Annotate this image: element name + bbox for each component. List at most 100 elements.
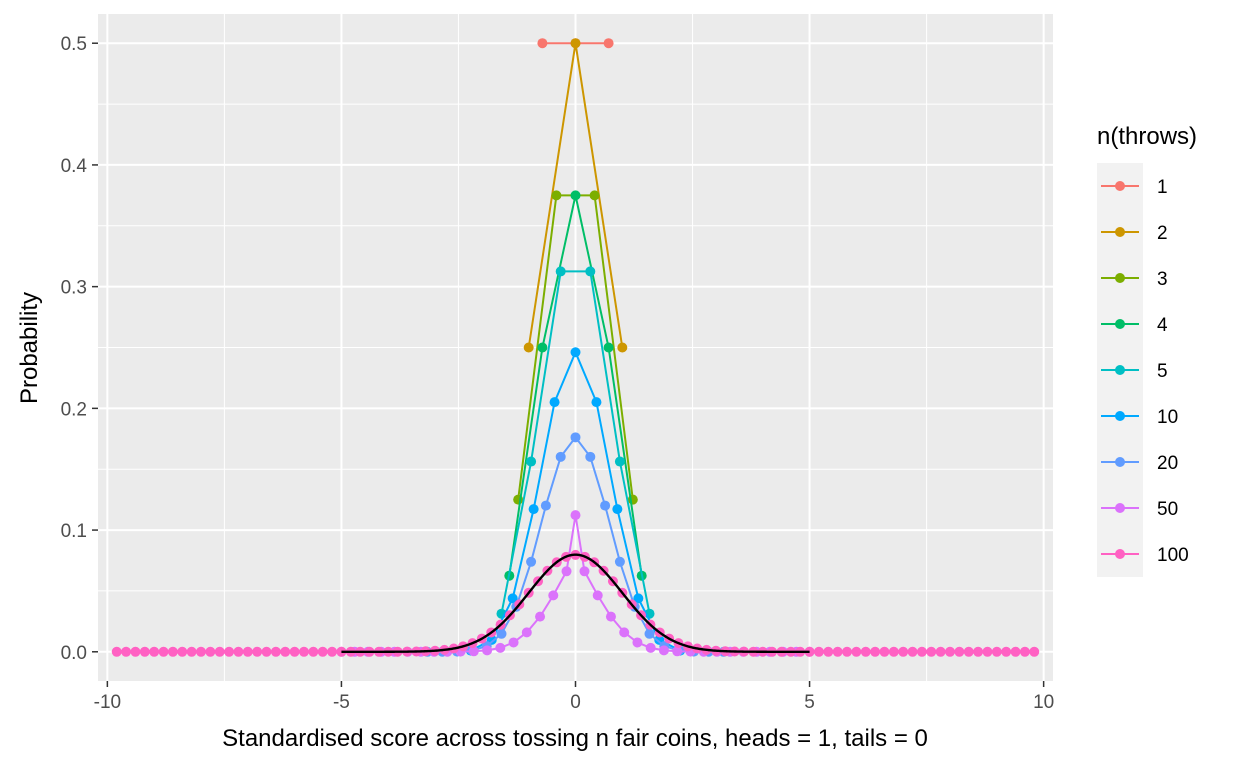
reference-curve-layer — [341, 553, 810, 653]
data-point-100 — [205, 646, 216, 657]
data-point-20 — [600, 500, 611, 511]
data-point-100 — [252, 646, 263, 657]
data-point-100 — [982, 646, 993, 657]
data-point-100 — [261, 646, 272, 657]
data-point-100 — [167, 646, 178, 657]
legend-item-10: 10 — [1101, 407, 1178, 428]
legend-item-3: 3 — [1101, 269, 1168, 290]
data-point-100 — [870, 646, 881, 657]
data-point-20 — [644, 628, 655, 639]
data-point-2 — [523, 342, 534, 353]
data-point-50 — [645, 642, 656, 653]
data-point-100 — [1010, 646, 1021, 657]
data-point-100 — [860, 646, 871, 657]
data-point-100 — [1001, 646, 1012, 657]
data-point-100 — [916, 646, 927, 657]
data-point-10 — [570, 347, 581, 358]
data-point-20 — [570, 432, 581, 443]
legend-item-100: 100 — [1101, 545, 1189, 566]
data-point-4 — [570, 190, 581, 201]
y-tick-label: 0.1 — [61, 521, 87, 542]
legend-key-point — [1115, 411, 1125, 421]
legend-key-point — [1115, 181, 1125, 191]
legend-label: 3 — [1157, 269, 1168, 290]
legend-label: 10 — [1157, 407, 1178, 428]
data-point-100 — [1019, 646, 1030, 657]
data-point-10 — [549, 397, 560, 408]
data-point-100 — [242, 646, 253, 657]
legend-key-point — [1115, 549, 1125, 559]
data-point-100 — [121, 646, 132, 657]
data-point-3 — [551, 190, 562, 201]
data-point-20 — [585, 451, 596, 462]
data-point-100 — [1029, 646, 1040, 657]
data-point-5 — [585, 266, 596, 277]
data-point-100 — [158, 646, 169, 657]
legend-label: 100 — [1157, 545, 1189, 566]
data-point-100 — [298, 646, 309, 657]
legend-item-1: 1 — [1101, 177, 1168, 198]
data-point-50 — [632, 637, 643, 648]
data-point-100 — [813, 646, 824, 657]
data-point-5 — [614, 456, 625, 467]
legend-label: 2 — [1157, 223, 1168, 244]
x-tick-label: 10 — [1033, 692, 1054, 713]
legend-key-point — [1115, 227, 1125, 237]
data-point-20 — [614, 556, 625, 567]
legend-key-point — [1115, 457, 1125, 467]
legend-item-5: 5 — [1101, 361, 1168, 382]
legend-key-point — [1115, 365, 1125, 375]
data-point-4 — [537, 342, 548, 353]
legend: n(throws) 1 2 3 4 5 10 20 50 100 — [1097, 123, 1197, 577]
data-point-100 — [130, 646, 141, 657]
data-point-100 — [289, 646, 300, 657]
data-point-100 — [963, 646, 974, 657]
data-point-50 — [658, 645, 669, 656]
y-tick-label: 0.0 — [61, 643, 87, 664]
reference-curve — [341, 553, 810, 653]
legend-item-50: 50 — [1101, 499, 1178, 520]
data-point-50 — [619, 627, 630, 638]
data-point-100 — [270, 646, 281, 657]
legend-label: 20 — [1157, 453, 1178, 474]
legend-label: 50 — [1157, 499, 1178, 520]
data-point-100 — [935, 646, 946, 657]
legend-item-2: 2 — [1101, 223, 1168, 244]
data-point-100 — [233, 646, 244, 657]
data-point-100 — [186, 646, 197, 657]
data-point-100 — [832, 646, 843, 657]
data-point-100 — [823, 646, 834, 657]
data-point-100 — [842, 646, 853, 657]
data-point-100 — [195, 646, 206, 657]
x-tick-label: 5 — [804, 692, 815, 713]
x-tick-label: -5 — [333, 692, 350, 713]
data-point-5 — [526, 456, 537, 467]
data-point-10 — [612, 504, 623, 515]
data-point-4 — [603, 342, 614, 353]
series-2 — [523, 38, 628, 353]
data-point-100 — [926, 646, 937, 657]
data-point-10 — [633, 593, 644, 604]
data-point-50 — [592, 590, 603, 601]
data-point-20 — [496, 628, 507, 639]
data-point-50 — [561, 566, 572, 577]
data-point-50 — [482, 645, 493, 656]
data-point-50 — [521, 627, 532, 638]
data-point-20 — [526, 556, 537, 567]
data-point-100 — [177, 646, 188, 657]
data-point-100 — [139, 646, 150, 657]
data-point-100 — [879, 646, 890, 657]
data-point-50 — [605, 611, 616, 622]
data-point-50 — [468, 646, 479, 657]
legend-label: 4 — [1157, 315, 1168, 336]
data-point-1 — [603, 38, 614, 49]
data-point-10 — [528, 504, 539, 515]
legend-title: n(throws) — [1097, 123, 1197, 150]
y-tick-label: 0.2 — [61, 399, 87, 420]
data-point-50 — [495, 642, 506, 653]
data-point-100 — [954, 646, 965, 657]
y-tick-label: 0.5 — [61, 34, 87, 55]
x-axis-label: Standardised score across tossing n fair… — [222, 725, 928, 752]
